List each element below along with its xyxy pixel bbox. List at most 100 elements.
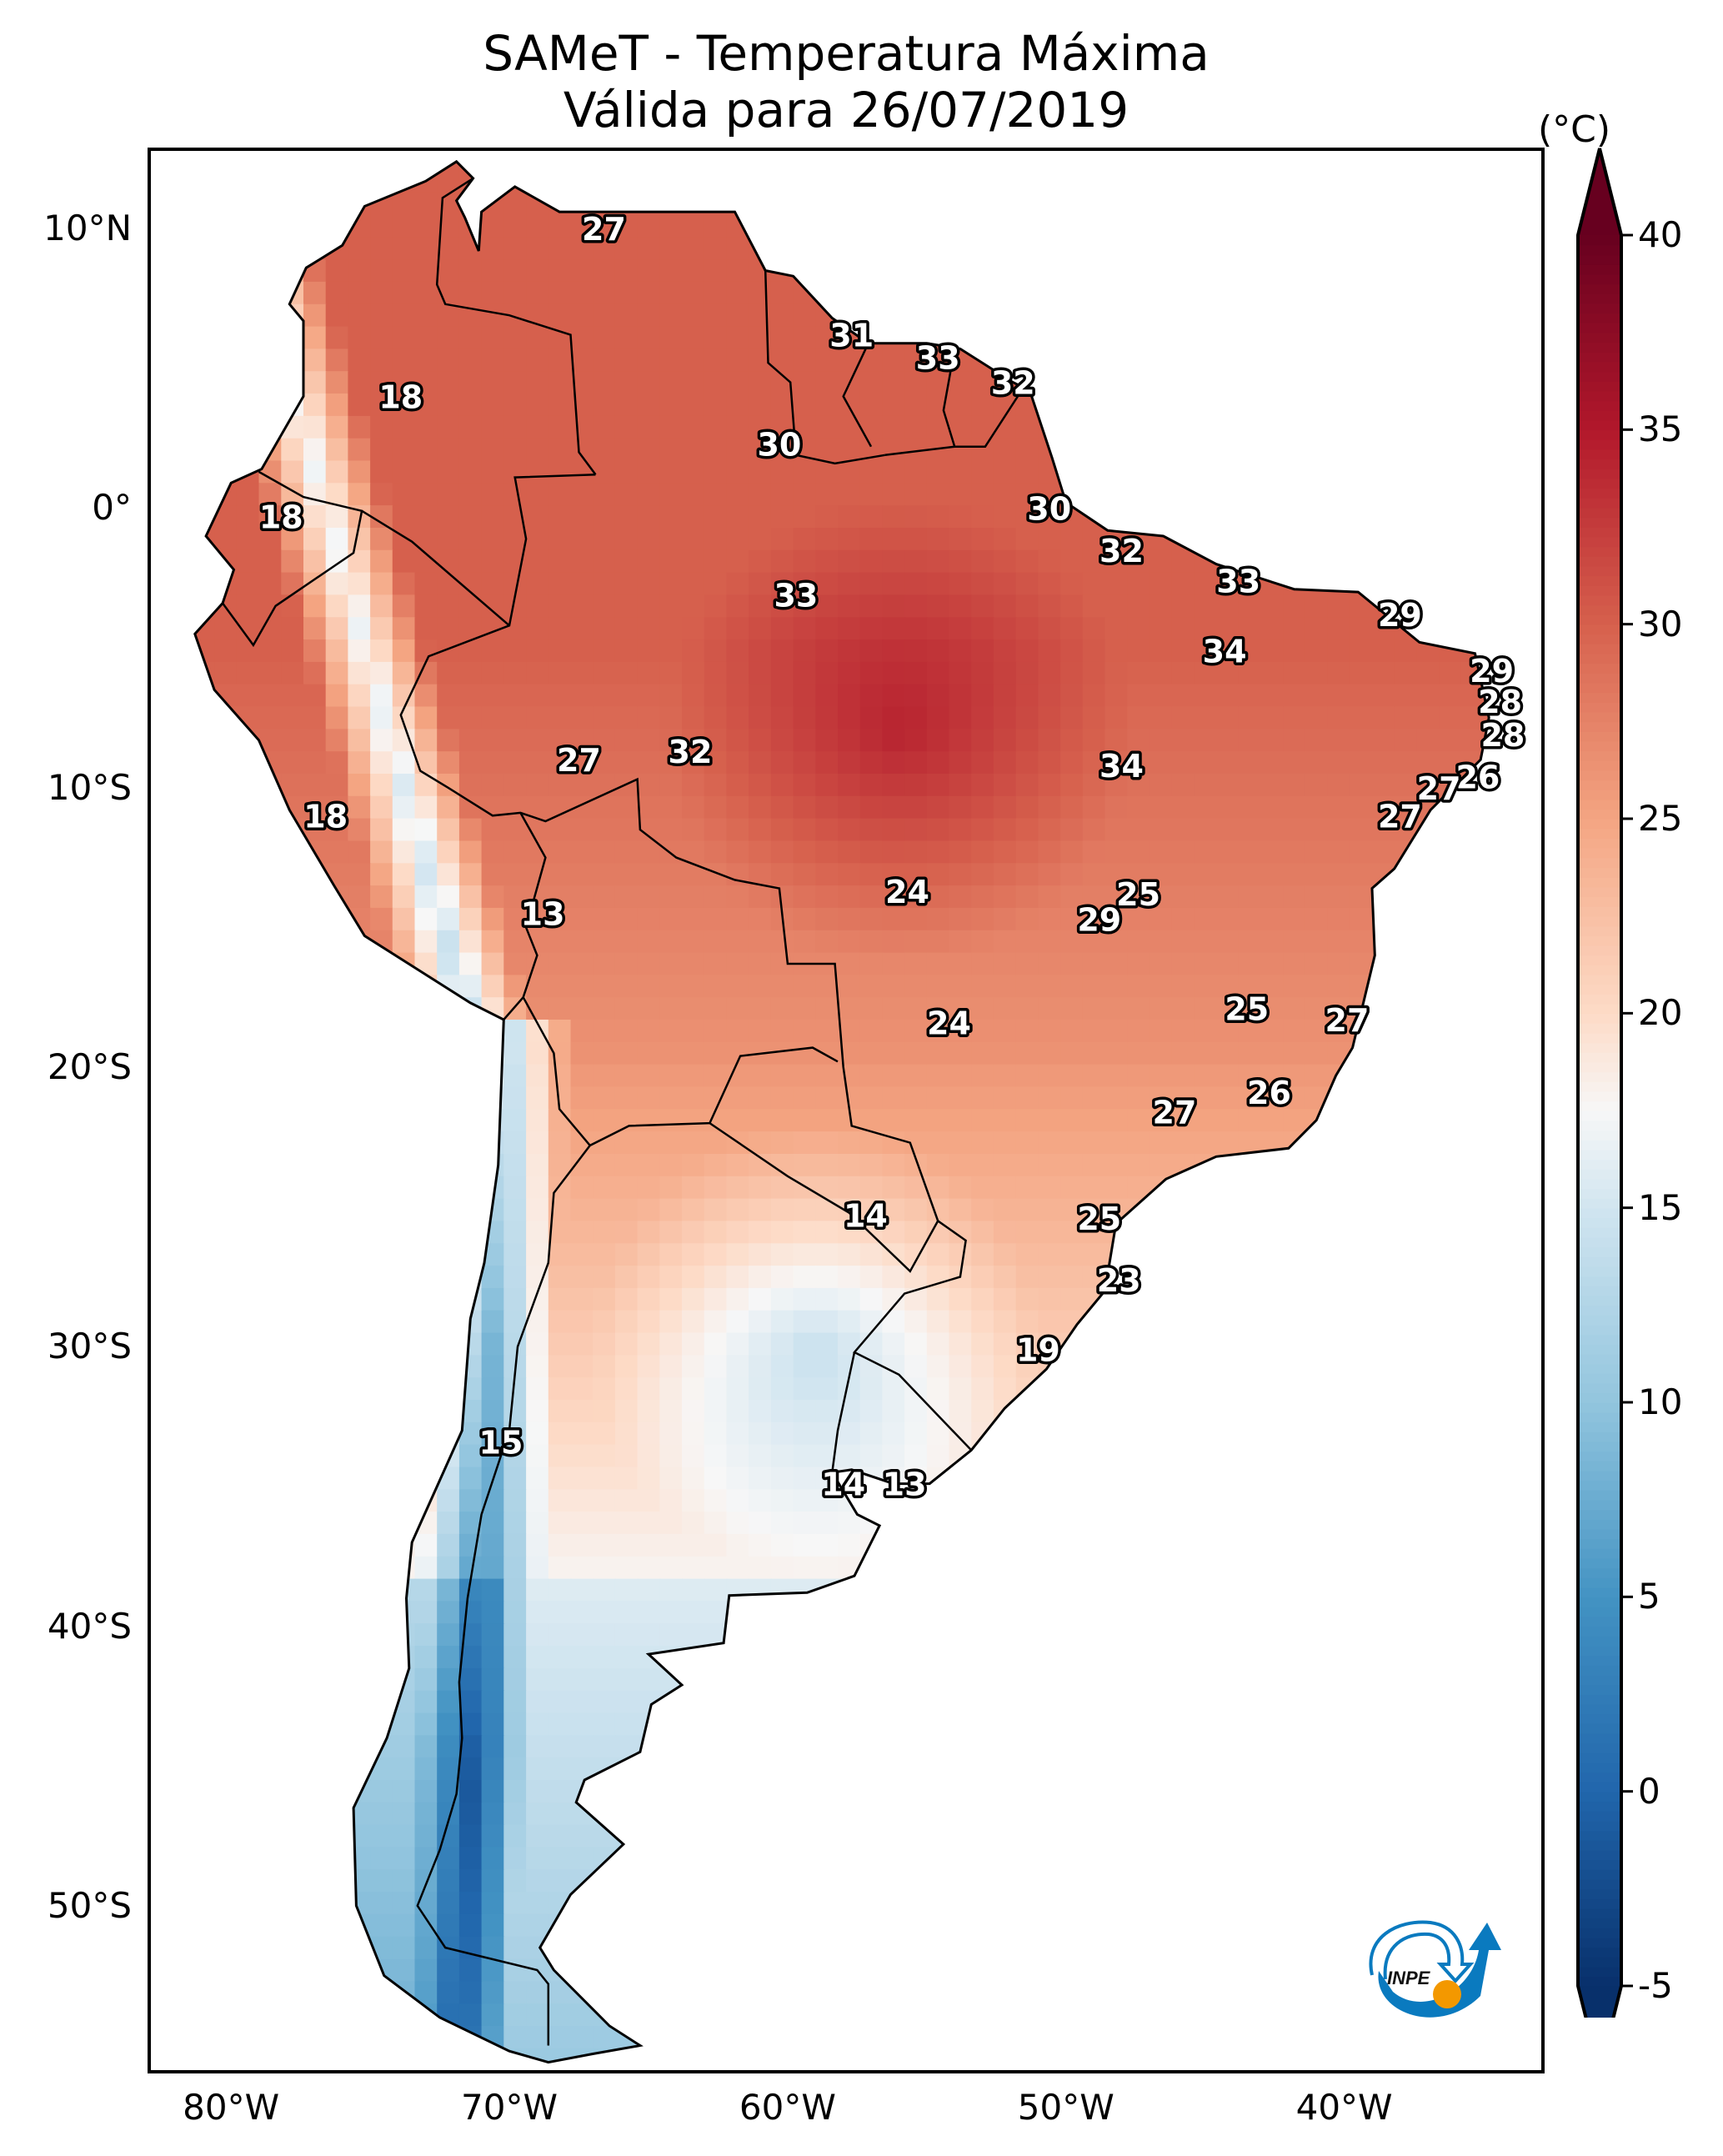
colorbar-band <box>1578 575 1621 586</box>
station-value-label: 27 <box>557 742 601 779</box>
colorbar-band <box>1578 653 1621 664</box>
colorbar-band <box>1578 546 1621 557</box>
colorbar-band <box>1578 721 1621 732</box>
station-value-label: 30 <box>757 426 801 463</box>
colorbar-band <box>1578 1402 1621 1413</box>
colorbar-band <box>1578 1587 1621 1598</box>
colorbar-band <box>1578 244 1621 256</box>
colorbar-band <box>1578 1557 1621 1569</box>
colorbar-band <box>1578 1976 1621 1987</box>
colorbar-band <box>1578 498 1621 509</box>
inpe-logo: INPE <box>1369 1920 1501 2018</box>
colorbar-band <box>1578 1859 1621 1870</box>
station-value-label: 25 <box>1225 991 1269 1028</box>
colorbar-band <box>1578 673 1621 684</box>
longitude-tick-label: 40°W <box>1295 2087 1393 2128</box>
colorbar-band <box>1578 1013 1621 1024</box>
colorbar-band <box>1578 342 1621 353</box>
colorbar-band <box>1578 1655 1621 1666</box>
colorbar-band <box>1578 1490 1621 1501</box>
colorbar-band <box>1578 1188 1621 1199</box>
country-border <box>435 177 597 476</box>
station-value-label: 33 <box>916 340 960 377</box>
station-value-label: 27 <box>1417 770 1461 807</box>
colorbar-band <box>1578 1703 1621 1715</box>
colorbar-band <box>1578 731 1621 742</box>
colorbar-band <box>1578 1567 1621 1578</box>
colorbar-band <box>1578 1256 1621 1267</box>
colorbar-band <box>1578 507 1621 519</box>
colorbar-band <box>1578 1324 1621 1336</box>
colorbar-band <box>1578 273 1621 285</box>
colorbar-band <box>1578 1130 1621 1141</box>
chart-title: SAMeT - Temperatura Máxima <box>483 25 1210 82</box>
colorbar-band <box>1578 877 1621 888</box>
colorbar-band <box>1578 1577 1621 1588</box>
colorbar-band <box>1578 867 1621 878</box>
colorbar-band <box>1578 400 1621 411</box>
station-value-label: 33 <box>1216 564 1260 600</box>
station-value-label: 34 <box>1203 634 1247 670</box>
colorbar-band <box>1578 1548 1621 1559</box>
station-value-label: 24 <box>927 1005 971 1041</box>
colorbar-band <box>1578 1334 1621 1345</box>
colorbar-max-extend-arrow <box>1578 148 1621 235</box>
colorbar-band <box>1578 955 1621 965</box>
colorbar-band <box>1578 429 1621 440</box>
station-value-label: 29 <box>1077 901 1121 938</box>
colorbar-band <box>1578 1928 1621 1938</box>
colorbar-tick-label: 30 <box>1638 603 1683 644</box>
station-value-label: 14 <box>844 1198 888 1235</box>
colorbar-band <box>1578 848 1621 859</box>
logo-sun <box>1433 1980 1461 2008</box>
station-value-label: 30 <box>1027 491 1071 528</box>
colorbar-band <box>1578 1742 1621 1753</box>
colorbar-band <box>1578 1353 1621 1365</box>
colorbar-band <box>1578 857 1621 869</box>
colorbar-tick-label: 10 <box>1638 1381 1683 1422</box>
colorbar-band <box>1578 1607 1621 1617</box>
colorbar-band <box>1578 886 1621 898</box>
country-border <box>222 470 363 648</box>
country-border <box>709 1122 939 1273</box>
colorbar-band <box>1578 283 1621 294</box>
longitude-tick-label: 50°W <box>1017 2087 1114 2128</box>
colorbar-band <box>1578 809 1621 820</box>
colorbar-tick-label: 40 <box>1638 214 1683 255</box>
station-value-label: 28 <box>1478 684 1522 720</box>
country-border <box>942 348 956 448</box>
chart-subtitle: Válida para 26/07/2019 <box>563 82 1129 138</box>
colorbar-band <box>1578 1373 1621 1384</box>
colorbar-band <box>1578 1217 1621 1228</box>
colorbar-band <box>1578 1957 1621 1968</box>
longitude-tick-label: 70°W <box>461 2087 558 2128</box>
colorbar-band <box>1578 1878 1621 1890</box>
colorbar-band <box>1578 935 1621 946</box>
colorbar <box>1576 148 1633 2018</box>
station-value-label: 18 <box>303 798 348 835</box>
colorbar-band <box>1578 235 1621 246</box>
station-value-label: 13 <box>521 896 565 933</box>
colorbar-band <box>1578 740 1621 752</box>
map-plot-area: 27 18 31 33 32 30 18 30 32 33 33 29 34 29 28 28 32 26 27 34… <box>148 148 1545 2073</box>
station-value-label: 28 <box>1480 717 1525 754</box>
colorbar-band <box>1578 556 1621 567</box>
country-border <box>399 474 973 1452</box>
station-value-label: 26 <box>1455 759 1500 795</box>
land-temperature-field <box>194 161 1490 2063</box>
colorbar-min-extend-arrow <box>1578 1986 1621 2018</box>
colorbar-band <box>1578 1762 1621 1773</box>
colorbar-band <box>1578 1723 1621 1734</box>
country-border <box>831 1351 856 1473</box>
logo-orbit-arrow <box>1369 1920 1475 1983</box>
station-value-label: 24 <box>885 874 929 910</box>
colorbar-band <box>1578 1344 1621 1355</box>
colorbar-band <box>1578 1023 1621 1034</box>
colorbar-band <box>1578 702 1621 713</box>
colorbar-band <box>1578 760 1621 771</box>
colorbar-band <box>1578 1451 1621 1462</box>
colorbar-band <box>1578 1966 1621 1978</box>
station-value-label: 29 <box>1378 597 1422 634</box>
country-border <box>361 509 510 627</box>
